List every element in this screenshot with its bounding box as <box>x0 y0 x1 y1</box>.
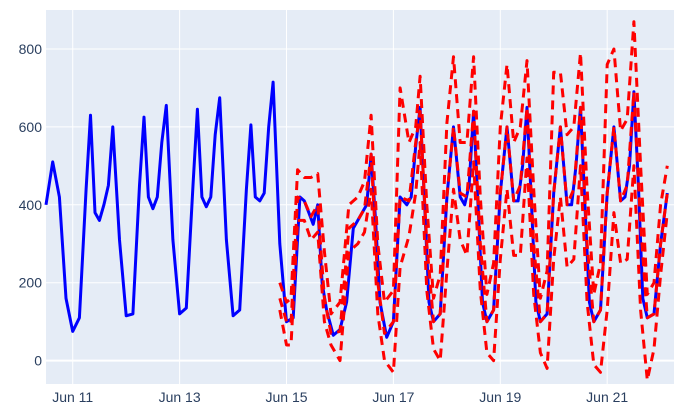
series-layer <box>44 20 669 382</box>
x-tick-label: Jun 17 <box>372 389 414 405</box>
x-tick-label: Jun 15 <box>265 389 307 405</box>
axis-layer: 0 200 400 600 800 Jun 11 Jun 13 Jun 15 Jun 17 Jun… <box>19 41 629 405</box>
y-tick-label: 0 <box>34 353 42 369</box>
x-tick-label: Jun 11 <box>52 389 93 405</box>
x-tick-label: Jun 13 <box>159 389 201 405</box>
y-tick-label: 400 <box>19 197 43 213</box>
series-line-forecast-3 <box>278 141 669 382</box>
y-tick-label: 600 <box>19 119 43 135</box>
x-tick-label: Jun 21 <box>586 389 628 405</box>
x-tick-label: Jun 19 <box>479 389 521 405</box>
y-tick-label: 800 <box>19 41 43 57</box>
series-line-forecast-2 <box>278 20 669 316</box>
series-line-forecast-1 <box>278 90 669 335</box>
y-tick-label: 200 <box>19 275 43 291</box>
